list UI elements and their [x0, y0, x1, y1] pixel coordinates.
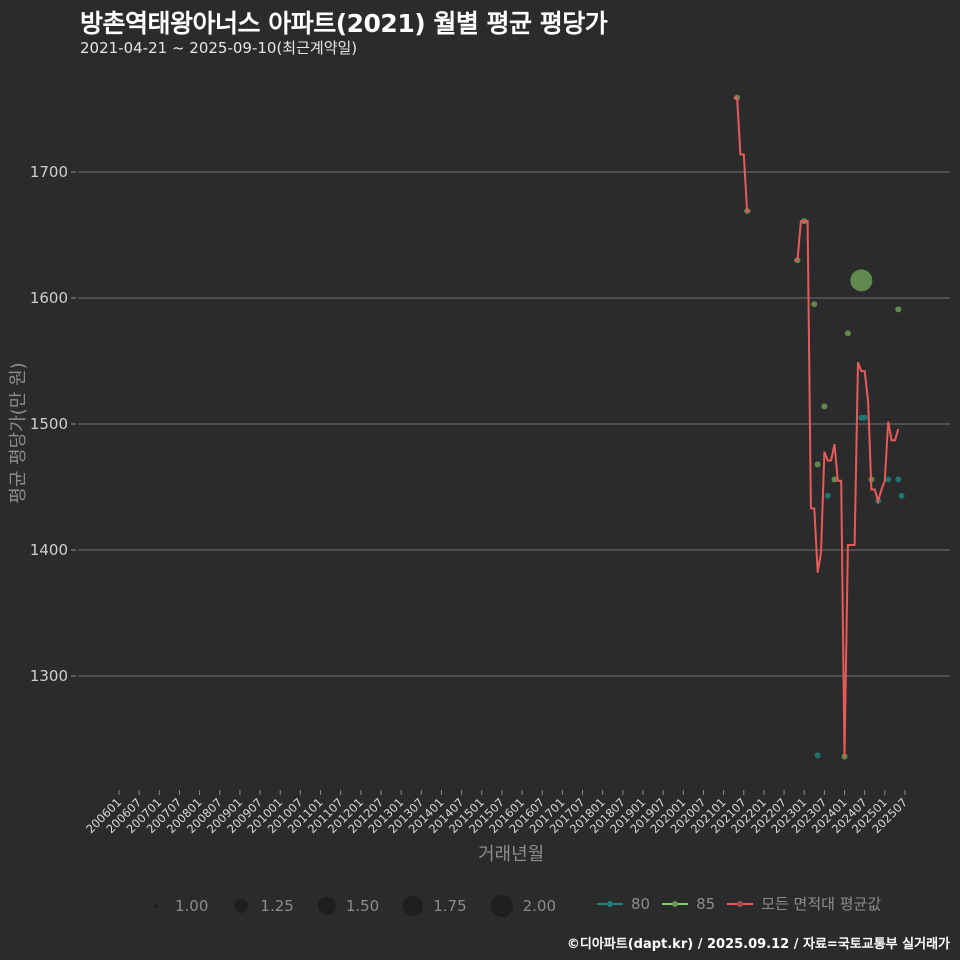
legend-item-85: 85 — [662, 895, 715, 913]
source-caption: ©디아파트(dapt.kr) / 2025.09.12 / 자료=국토교통부 실… — [566, 937, 950, 952]
chart-title: 방촌역태왕아너스 아파트(2021) 월별 평균 평당가 — [80, 9, 608, 38]
size-legend: 1.00 1.25 1.50 1.75 2.00 — [145, 893, 568, 919]
scatter-point-85 — [831, 476, 838, 483]
y-tick-label: 1700 — [30, 163, 68, 181]
y-tick-label: 1400 — [30, 541, 68, 559]
scatter-point-85 — [895, 306, 902, 313]
scatter-point-85 — [841, 753, 848, 760]
scatter-point-80 — [824, 492, 831, 499]
x-axis-label: 거래년월 — [478, 844, 545, 865]
average-price-line — [794, 220, 900, 757]
size-legend-item: 1.50 — [316, 895, 379, 917]
y-axis-label: 평균 평당가(만 원) — [8, 362, 29, 504]
series-legend: 80 85 모든 면적대 평균값 — [597, 893, 893, 914]
size-legend-item: 1.00 — [145, 895, 208, 917]
y-tick-label: 1600 — [30, 289, 68, 307]
scatter-point-85 — [811, 301, 818, 308]
size-legend-item: 1.75 — [401, 894, 467, 918]
scatter-point-85 — [814, 461, 821, 468]
average-price-line — [733, 96, 751, 213]
scatter-point-85 — [821, 403, 828, 410]
scatter-point-80 — [895, 476, 902, 483]
scatter-point-80 — [814, 752, 821, 759]
y-tick-label: 1300 — [30, 667, 68, 685]
scatter-point-80 — [898, 492, 905, 499]
y-tick-label: 1500 — [30, 415, 68, 433]
legend-item-average: 모든 면적대 평균값 — [727, 893, 881, 914]
size-legend-item: 2.00 — [489, 893, 556, 919]
scatter-point-85 — [850, 269, 873, 292]
size-legend-item: 1.25 — [230, 895, 294, 917]
scatter-point-80 — [861, 414, 868, 421]
chart-subtitle: 2021-04-21 ~ 2025-09-10(최근계약일) — [80, 39, 358, 57]
legend-item-80: 80 — [597, 895, 650, 913]
scatter-point-85 — [844, 330, 851, 337]
scatter-point-80 — [885, 476, 892, 483]
